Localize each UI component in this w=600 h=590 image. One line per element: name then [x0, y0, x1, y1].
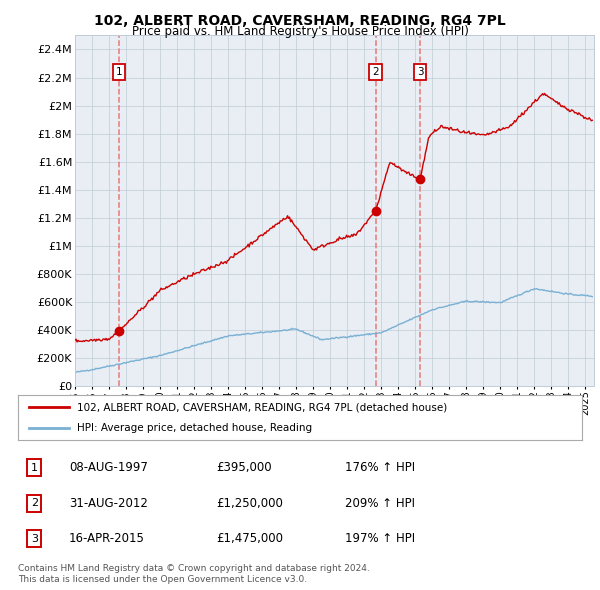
Text: Price paid vs. HM Land Registry's House Price Index (HPI): Price paid vs. HM Land Registry's House … [131, 25, 469, 38]
Text: Contains HM Land Registry data © Crown copyright and database right 2024.: Contains HM Land Registry data © Crown c… [18, 565, 370, 573]
Text: 2: 2 [31, 499, 38, 508]
Text: £1,250,000: £1,250,000 [216, 497, 283, 510]
Text: HPI: Average price, detached house, Reading: HPI: Average price, detached house, Read… [77, 422, 313, 432]
Text: £1,475,000: £1,475,000 [216, 532, 283, 545]
Text: £395,000: £395,000 [216, 461, 272, 474]
Text: 197% ↑ HPI: 197% ↑ HPI [345, 532, 415, 545]
Text: 16-APR-2015: 16-APR-2015 [69, 532, 145, 545]
Text: 3: 3 [31, 534, 38, 543]
Text: 08-AUG-1997: 08-AUG-1997 [69, 461, 148, 474]
Text: 102, ALBERT ROAD, CAVERSHAM, READING, RG4 7PL (detached house): 102, ALBERT ROAD, CAVERSHAM, READING, RG… [77, 402, 448, 412]
Text: 2: 2 [373, 67, 379, 77]
Text: 1: 1 [31, 463, 38, 473]
Text: 1: 1 [116, 67, 122, 77]
Text: 176% ↑ HPI: 176% ↑ HPI [345, 461, 415, 474]
Text: 3: 3 [417, 67, 424, 77]
Text: This data is licensed under the Open Government Licence v3.0.: This data is licensed under the Open Gov… [18, 575, 307, 584]
Text: 31-AUG-2012: 31-AUG-2012 [69, 497, 148, 510]
Text: 209% ↑ HPI: 209% ↑ HPI [345, 497, 415, 510]
Text: 102, ALBERT ROAD, CAVERSHAM, READING, RG4 7PL: 102, ALBERT ROAD, CAVERSHAM, READING, RG… [94, 14, 506, 28]
